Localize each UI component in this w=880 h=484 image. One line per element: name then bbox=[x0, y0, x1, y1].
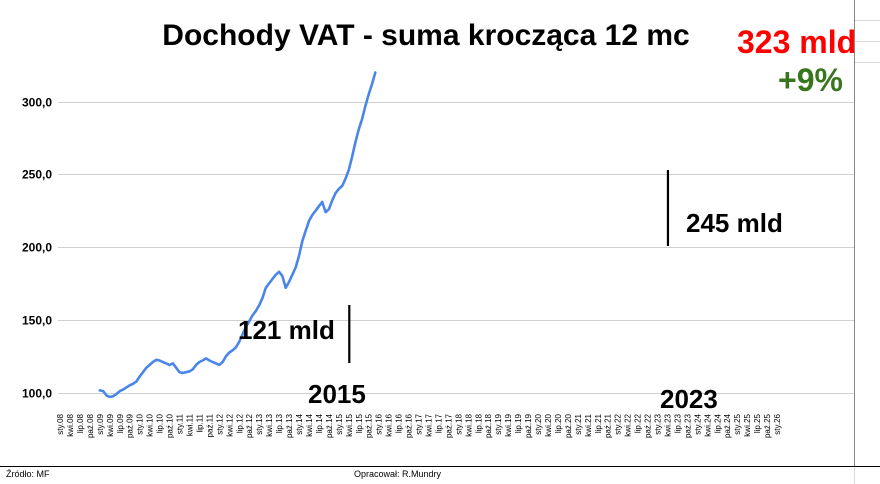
x-tick-label: paź.12 bbox=[245, 413, 254, 438]
x-tick-label: lip.23 bbox=[673, 413, 682, 433]
x-tick-label: paź.23 bbox=[683, 413, 692, 438]
x-tick-label: sty.14 bbox=[295, 413, 304, 434]
x-tick-label: lip.09 bbox=[116, 413, 125, 433]
x-tick-label: sty.20 bbox=[534, 413, 543, 434]
x-tick-label: lip.25 bbox=[753, 413, 762, 433]
x-tick-label: sty.19 bbox=[494, 413, 503, 434]
x-tick-label: sty.12 bbox=[215, 413, 224, 434]
x-tick-label: paź.11 bbox=[205, 413, 214, 437]
chart-area bbox=[0, 0, 854, 466]
annotation-growth-label: +9% bbox=[778, 62, 843, 98]
x-tick-label: sty.25 bbox=[733, 413, 742, 434]
x-tick-label: kwi.08 bbox=[66, 413, 75, 436]
x-tick-label: lip.18 bbox=[474, 413, 483, 433]
x-tick-label: kwi.25 bbox=[743, 413, 752, 436]
x-tick-label: sty.23 bbox=[654, 413, 663, 434]
x-tick-label: kwi.16 bbox=[385, 413, 394, 436]
x-tick-label: lip.12 bbox=[235, 413, 244, 433]
x-tick-label: paź.15 bbox=[365, 413, 374, 438]
x-tick-label: paź.22 bbox=[644, 413, 653, 438]
x-tick-label: kwi.17 bbox=[425, 413, 434, 436]
x-tick-label: paź.19 bbox=[524, 413, 533, 438]
x-tick-label: paź.08 bbox=[86, 413, 95, 438]
series-line-vat bbox=[98, 71, 377, 399]
source-note: Źródło: MF bbox=[6, 469, 50, 479]
x-tick-label: paź.09 bbox=[126, 413, 135, 438]
y-tick-label: 300,0 bbox=[22, 96, 52, 110]
x-tick-label: lip.15 bbox=[355, 413, 364, 433]
x-tick-label: lip.24 bbox=[713, 413, 722, 433]
x-tick-label: paź.14 bbox=[325, 413, 334, 438]
x-tick-label: lip.08 bbox=[76, 413, 85, 433]
x-tick-label: lip.14 bbox=[315, 413, 324, 433]
x-tick-label: paź.13 bbox=[285, 413, 294, 438]
x-tick-label: kwi.19 bbox=[504, 413, 513, 436]
chart-title: Dochody VAT - suma krocząca 12 mc bbox=[162, 19, 689, 52]
x-tick-label: lip.22 bbox=[634, 413, 643, 433]
x-tick-label: lip.10 bbox=[156, 413, 165, 433]
x-tick-label: kwi.14 bbox=[305, 413, 314, 436]
x-tick-label: sty.26 bbox=[773, 413, 782, 434]
x-tick-label: sty.10 bbox=[136, 413, 145, 434]
x-tick-label: kwi.22 bbox=[624, 413, 633, 436]
x-tick-label: paź.21 bbox=[604, 413, 613, 438]
x-tick-label: sty.11 bbox=[176, 413, 185, 434]
x-tick-label: lip.16 bbox=[395, 413, 404, 433]
x-tick-label: paź.20 bbox=[564, 413, 573, 438]
x-tick-label: lip.17 bbox=[434, 413, 443, 433]
annotation-245-label: 245 mld bbox=[686, 208, 783, 238]
annotation-2023-label: 2023 bbox=[660, 384, 718, 414]
x-tick-label: sty.08 bbox=[56, 413, 65, 434]
x-tick-label: lip.13 bbox=[275, 413, 284, 433]
x-tick-label: kwi.13 bbox=[265, 413, 274, 436]
x-tick-label: sty.13 bbox=[255, 413, 264, 434]
x-tick-label: lip.20 bbox=[554, 413, 563, 433]
annotation-323-label: 323 mld bbox=[737, 24, 856, 60]
x-tick-label: sty.09 bbox=[96, 413, 105, 434]
annotation-121-label: 121 mld bbox=[238, 315, 335, 345]
x-tick-label: sty.24 bbox=[693, 413, 702, 434]
x-tick-label: paź.17 bbox=[444, 413, 453, 438]
x-tick-label: kwi.11 bbox=[186, 413, 195, 436]
x-tick-label: paź.18 bbox=[484, 413, 493, 438]
x-tick-label: sty.21 bbox=[574, 413, 583, 434]
x-tick-label: kwi.09 bbox=[106, 413, 115, 436]
x-tick-label: sty.16 bbox=[375, 413, 384, 434]
x-tick-label: lip.11 bbox=[195, 413, 204, 432]
x-tick-label: kwi.18 bbox=[464, 413, 473, 436]
x-tick-label: paź.25 bbox=[763, 413, 772, 438]
x-tick-label: sty.18 bbox=[454, 413, 463, 434]
x-tick-label: sty.17 bbox=[415, 413, 424, 434]
x-tick-label: lip.21 bbox=[594, 413, 603, 433]
x-tick-label: kwi.20 bbox=[544, 413, 553, 436]
annotation-markers bbox=[348, 170, 670, 363]
x-tick-label: paź.16 bbox=[405, 413, 414, 438]
grid-lines bbox=[58, 102, 854, 394]
x-tick-label: kwi.15 bbox=[345, 413, 354, 436]
x-tick-label: kwi.21 bbox=[584, 413, 593, 436]
y-tick-label: 250,0 bbox=[22, 168, 52, 182]
x-tick-label: sty.15 bbox=[335, 413, 344, 434]
y-tick-label: 200,0 bbox=[22, 241, 52, 255]
y-tick-label: 100,0 bbox=[22, 387, 52, 401]
x-tick-label: kwi.23 bbox=[664, 413, 673, 436]
author-note: Opracował: R.Mundry bbox=[354, 469, 442, 479]
x-tick-labels: sty.08 kwi.08 lip.08 paź.08 sty.09 kwi.09 lip.… bbox=[56, 413, 782, 438]
y-tick-labels: 100,0 150,0 200,0 250,0 300,0 bbox=[22, 96, 52, 401]
annotation-2015-label: 2015 bbox=[308, 379, 366, 409]
x-tick-label: paź.24 bbox=[723, 413, 732, 438]
x-tick-label: lip.19 bbox=[514, 413, 523, 433]
x-tick-label: kwi.10 bbox=[146, 413, 155, 436]
x-tick-label: sty.22 bbox=[614, 413, 623, 434]
x-tick-label: kwi.24 bbox=[703, 413, 712, 436]
x-tick-label: kwi.12 bbox=[225, 413, 234, 436]
y-tick-label: 150,0 bbox=[22, 314, 52, 328]
x-tick-label: paź.10 bbox=[166, 413, 175, 438]
